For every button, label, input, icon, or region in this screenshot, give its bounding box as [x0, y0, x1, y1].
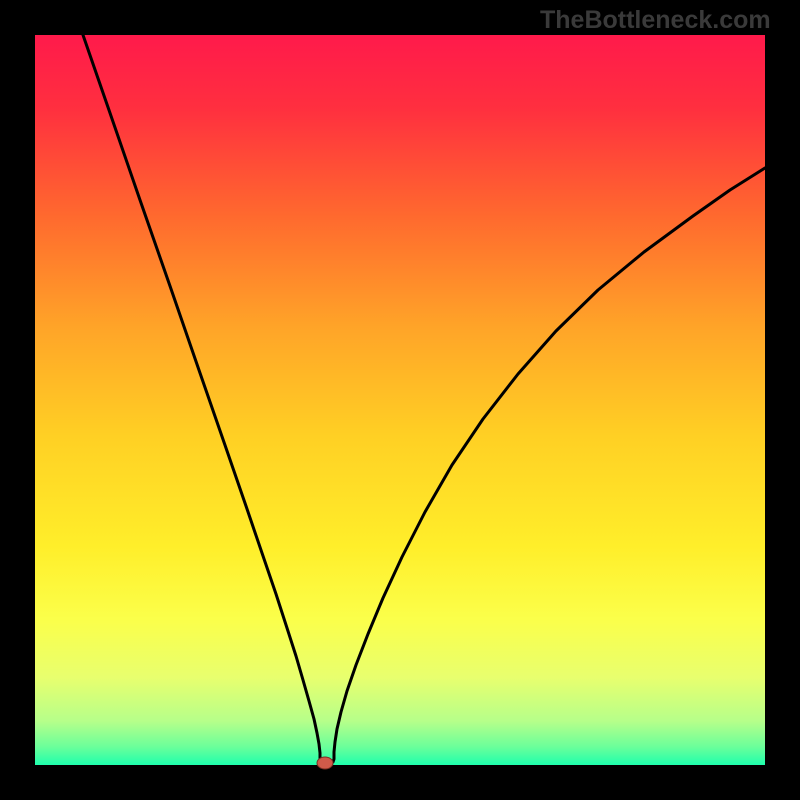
bottleneck-curve: [83, 35, 765, 763]
chart-stage: TheBottleneck.com: [0, 0, 800, 800]
curve-layer: [0, 0, 800, 800]
optimum-marker: [317, 757, 333, 769]
watermark-text: TheBottleneck.com: [540, 6, 771, 35]
